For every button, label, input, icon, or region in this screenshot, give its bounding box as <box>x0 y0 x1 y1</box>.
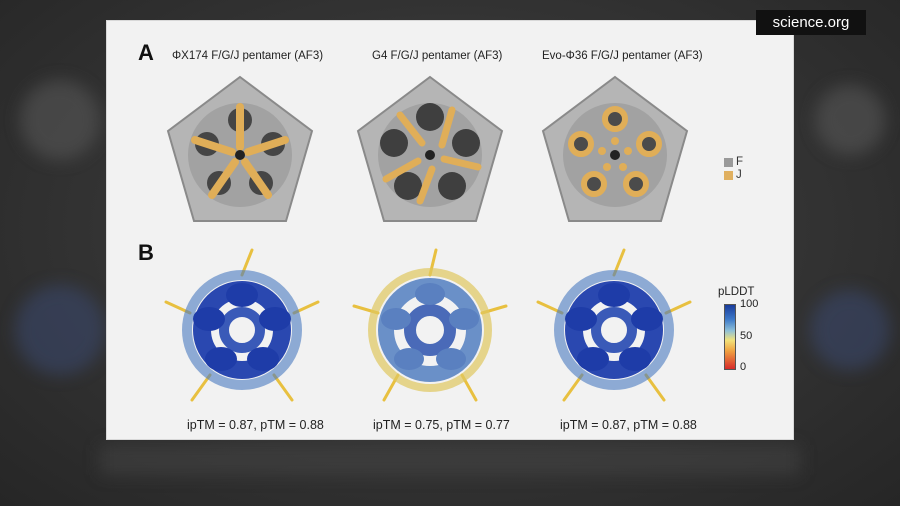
title-phix174: ΦX174 F/G/J pentamer (AF3) <box>172 50 324 62</box>
caption-phix174: ipTM = 0.87, pTM = 0.88 <box>187 418 324 432</box>
caption-evo-phi36: ipTM = 0.87, pTM = 0.88 <box>560 418 697 432</box>
legend-item-j: J <box>724 169 742 181</box>
legend-label-j: J <box>736 169 742 181</box>
panel-label-a: A <box>138 40 154 65</box>
science-watermark: science.org <box>756 10 866 35</box>
colorbar-tick-0: 0 <box>740 361 747 373</box>
legend-label-f: F <box>736 156 744 168</box>
ribbon-structure-g4 <box>352 248 508 402</box>
title-g4: G4 F/G/J pentamer (AF3) <box>372 50 503 62</box>
ribbon-structure-phix174 <box>164 248 320 402</box>
surface-structure-phix174 <box>166 75 314 222</box>
title-evo-phi36: Evo-Φ36 F/G/J pentamer (AF3) <box>542 50 703 62</box>
legend-swatch-j <box>724 170 733 180</box>
panel-label-b: B <box>138 240 154 265</box>
colorbar-tick-50: 50 <box>740 330 753 342</box>
surface-structure-g4 <box>356 75 504 222</box>
surface-structure-evo-phi36 <box>541 75 689 222</box>
caption-g4: ipTM = 0.75, pTM = 0.77 <box>373 418 510 432</box>
colorbar-tick-100: 100 <box>740 298 759 310</box>
legend-swatch-f <box>724 157 733 167</box>
ribbon-structure-evo-phi36 <box>536 248 692 402</box>
legend-item-f: F <box>724 156 743 168</box>
plddt-colorbar <box>724 304 736 370</box>
colorbar-title: pLDDT <box>718 286 755 298</box>
